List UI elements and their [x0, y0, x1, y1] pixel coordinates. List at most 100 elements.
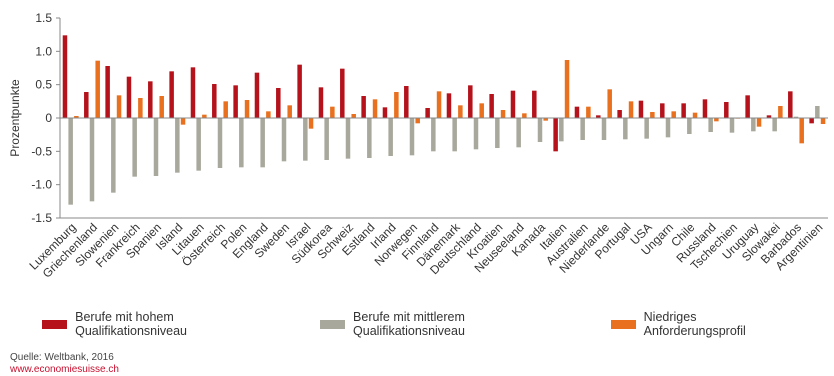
bar-medium — [666, 118, 671, 137]
bar-medium — [324, 118, 329, 160]
bar-low — [245, 100, 250, 118]
bar-low — [501, 110, 506, 118]
bar-high — [319, 87, 324, 118]
bar-high — [255, 73, 260, 118]
bar-medium — [175, 118, 180, 173]
bar-low — [821, 118, 826, 124]
bar-low — [394, 92, 399, 118]
bar-low — [650, 112, 655, 118]
bar-high — [660, 103, 665, 118]
bar-high — [553, 118, 558, 151]
website-link[interactable]: www.economiesuisse.ch — [10, 364, 119, 375]
bar-low — [309, 118, 314, 129]
bar-high — [340, 69, 345, 118]
bar-medium — [111, 118, 116, 193]
bar-high — [468, 85, 473, 118]
bar-low — [458, 105, 463, 118]
bar-high — [425, 108, 430, 118]
bar-low — [479, 103, 484, 118]
bar-medium — [623, 118, 628, 139]
y-tick-label: 1.5 — [35, 11, 52, 25]
bar-medium — [730, 118, 735, 133]
bar-low — [799, 118, 804, 143]
bar-medium — [90, 118, 95, 201]
bar-medium — [218, 118, 223, 168]
legend-swatch-low — [611, 320, 636, 329]
chart-legend: Berufe mit hohem Qualifikationsniveau Be… — [42, 310, 834, 338]
bar-high — [681, 103, 686, 118]
y-axis: 1.5 1.0 0.5 0 -0.5 -1.0 -1.5 — [31, 11, 60, 225]
bar-high — [276, 88, 281, 118]
bar-high — [532, 91, 537, 118]
y-tick-label: -1.0 — [31, 178, 52, 192]
bar-high — [105, 66, 110, 118]
legend-item-low: Niedriges Anforderungsprofil — [611, 310, 796, 338]
y-tick-label: 1.0 — [35, 44, 52, 58]
bar-medium — [474, 118, 479, 149]
bar-medium — [772, 118, 777, 131]
bar-medium — [239, 118, 244, 167]
bar-high — [575, 107, 580, 118]
y-tick-label: 0 — [45, 111, 52, 125]
bar-high — [361, 96, 366, 118]
legend-label-medium: Berufe mit mittlerem Qualifikationsnivea… — [353, 310, 573, 338]
bar-low — [671, 111, 676, 118]
bar-high — [788, 91, 793, 118]
bar-low — [373, 99, 378, 118]
bar-low — [415, 118, 420, 123]
bar-high — [511, 91, 516, 118]
bar-high — [404, 86, 409, 118]
bar-medium — [751, 118, 756, 131]
bar-medium — [644, 118, 649, 139]
bar-high — [297, 65, 302, 118]
bar-medium — [687, 118, 692, 134]
bar-low — [159, 96, 164, 118]
bar-medium — [367, 118, 372, 158]
bar-high — [169, 71, 174, 118]
bar-low — [287, 105, 292, 118]
bar-medium — [346, 118, 351, 159]
bar-high — [191, 67, 196, 118]
x-axis-labels: LuxemburgGriechenlandSlowenienFrankreich… — [26, 220, 825, 281]
bar-low — [223, 101, 228, 118]
bar-medium — [580, 118, 585, 140]
bar-chart: 1.5 1.0 0.5 0 -0.5 -1.0 -1.5 LuxemburgGriechen… — [0, 0, 834, 300]
bar-medium — [68, 118, 73, 205]
legend-swatch-medium — [320, 320, 345, 329]
bar-high — [383, 107, 388, 118]
bar-low — [138, 98, 143, 118]
bar-low — [522, 113, 527, 118]
bar-low — [95, 61, 100, 118]
bar-low — [351, 114, 356, 118]
bar-high — [127, 77, 132, 118]
bar-medium — [708, 118, 713, 132]
legend-label-high: Berufe mit hohem Qualifikationsniveau — [75, 310, 282, 338]
bar-high — [148, 81, 153, 118]
bar-medium — [260, 118, 265, 167]
legend-item-medium: Berufe mit mittlerem Qualifikationsnivea… — [320, 310, 573, 338]
y-axis-label: Prozentpunkte — [8, 79, 22, 157]
bar-low — [778, 106, 783, 118]
bar-medium — [516, 118, 521, 147]
bar-low — [607, 89, 612, 118]
bar-high — [809, 118, 814, 123]
bar-medium — [538, 118, 543, 142]
bar-low — [117, 95, 122, 118]
bar-medium — [410, 118, 415, 155]
bar-medium — [559, 118, 564, 141]
bar-medium — [452, 118, 457, 151]
bar-medium — [154, 118, 159, 176]
y-tick-label: 0.5 — [35, 78, 52, 92]
bar-low — [586, 107, 591, 118]
bar-low — [693, 113, 698, 118]
bar-low — [565, 60, 570, 118]
bar-high — [84, 92, 89, 118]
bar-medium — [196, 118, 201, 171]
y-tick-label: -0.5 — [31, 144, 52, 158]
bar-low — [437, 91, 442, 118]
bar-low — [181, 118, 186, 125]
legend-item-high: Berufe mit hohem Qualifikationsniveau — [42, 310, 282, 338]
bar-medium — [388, 118, 393, 156]
legend-label-low: Niedriges Anforderungsprofil — [644, 310, 796, 338]
bar-medium — [815, 106, 820, 118]
